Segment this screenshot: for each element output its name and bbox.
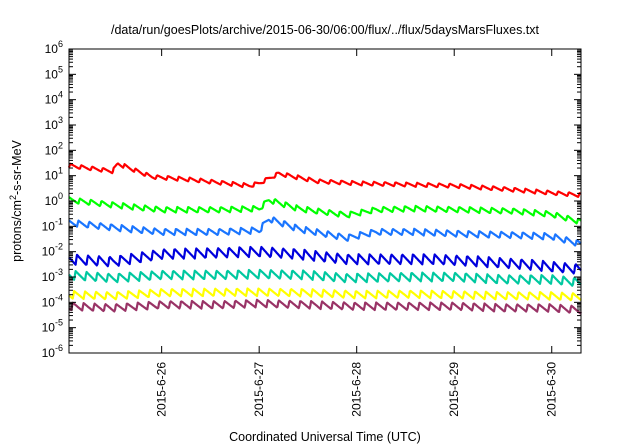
- series-line-3: [68, 216, 582, 247]
- y-tick-label-base: 10: [45, 143, 59, 157]
- y-tick-label: 100: [45, 191, 63, 208]
- series-line-4: [68, 245, 582, 275]
- x-tick-label: 2015-6-29: [447, 362, 461, 417]
- y-tick-label-exp: -1: [55, 216, 63, 226]
- y-tick-label-exp: -4: [55, 292, 63, 302]
- series-line-6: [68, 287, 582, 302]
- y-tick-label-exp: 2: [58, 140, 63, 150]
- y-tick-label-exp: -5: [55, 318, 63, 328]
- y-tick-label-base: 10: [45, 194, 59, 208]
- y-tick-label: 10-2: [42, 242, 63, 259]
- y-tick-label-base: 10: [42, 346, 56, 360]
- series-line-1: [67, 162, 582, 198]
- y-tick-label-exp: -3: [55, 267, 63, 277]
- y-tick-label-exp: 1: [58, 166, 63, 176]
- y-tick-label: 10-1: [42, 216, 63, 233]
- series-layer: [67, 162, 582, 315]
- y-tick-label-base: 10: [45, 93, 59, 107]
- series-line-2: [68, 196, 582, 225]
- x-tick-label: 2015-6-27: [252, 362, 266, 417]
- y-tick-label-base: 10: [45, 42, 59, 56]
- y-tick-label-exp: -6: [55, 343, 63, 353]
- axis-layer: 10-610-510-410-310-210-11001011021031041…: [42, 39, 581, 417]
- y-tick-label: 104: [45, 90, 63, 107]
- x-axis-label: Coordinated Universal Time (UTC): [229, 430, 421, 444]
- y-tick-label-base: 10: [45, 67, 59, 81]
- y-tick-label: 101: [45, 166, 63, 183]
- y-tick-label: 10-4: [42, 292, 63, 309]
- y-tick-label-exp: 6: [58, 39, 63, 49]
- y-tick-label-base: 10: [42, 295, 56, 309]
- y-axis-label-suffix: -s-sr-MeV: [10, 139, 24, 195]
- series-line-7: [68, 298, 582, 315]
- chart-title: /data/run/goesPlots/archive/2015-06-30/0…: [111, 23, 540, 37]
- y-axis-label-sup: 2: [8, 195, 18, 200]
- y-tick-label-base: 10: [45, 169, 59, 183]
- y-tick-label: 105: [45, 64, 63, 81]
- y-tick-label: 10-6: [42, 343, 63, 360]
- y-tick-label-base: 10: [42, 245, 56, 259]
- y-tick-label-exp: 0: [58, 191, 63, 201]
- y-tick-label-exp: 4: [58, 90, 63, 100]
- y-tick-label: 102: [45, 140, 63, 157]
- plot-frame: [68, 48, 582, 354]
- y-tick-label-exp: -2: [55, 242, 63, 252]
- x-tick-label: 2015-6-26: [155, 362, 169, 417]
- y-tick-label-base: 10: [42, 321, 56, 335]
- y-tick-label-exp: 3: [58, 115, 63, 125]
- y-tick-label-base: 10: [42, 219, 56, 233]
- x-tick-label: 2015-6-28: [350, 362, 364, 417]
- y-axis-label: protons/cm2-s-sr-MeV: [8, 139, 24, 261]
- y-tick-label: 10-3: [42, 267, 63, 284]
- y-tick-label-base: 10: [45, 118, 59, 132]
- y-tick-label: 103: [45, 115, 63, 132]
- y-tick-label: 106: [45, 39, 63, 56]
- series-line-5: [68, 268, 582, 287]
- y-tick-label: 10-5: [42, 318, 63, 335]
- y-tick-label-base: 10: [42, 270, 56, 284]
- y-tick-label-exp: 5: [58, 64, 63, 74]
- x-tick-label: 2015-6-30: [545, 362, 559, 417]
- y-axis-label-prefix: protons/cm: [10, 200, 24, 262]
